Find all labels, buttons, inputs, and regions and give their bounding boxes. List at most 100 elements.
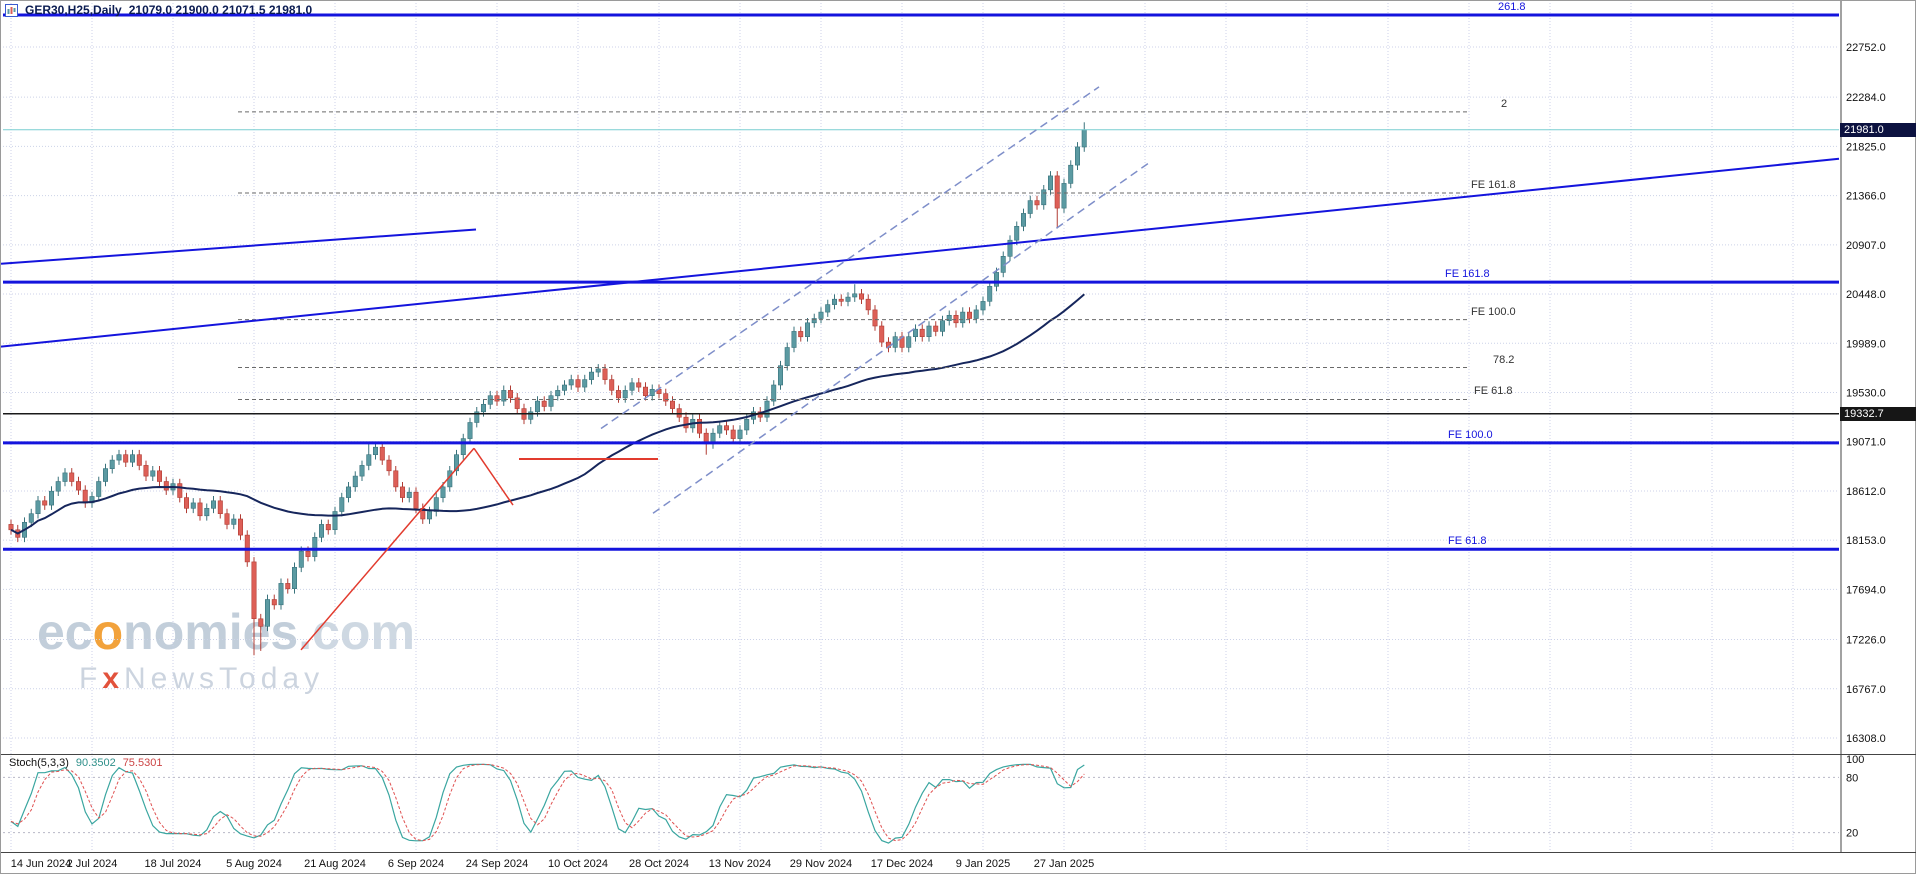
price-axis-label: 16767.0 (1846, 684, 1886, 696)
stoch-axis-label: 20 (1846, 828, 1858, 840)
date-axis-label: 21 Aug 2024 (304, 858, 366, 870)
candle-body (744, 418, 750, 431)
candle-body (609, 379, 615, 391)
stoch-k-line (10, 763, 1085, 844)
candle-body (298, 550, 304, 568)
candle-body (96, 481, 102, 497)
candle-body (933, 325, 939, 332)
symbol-timeframe: GER30,H25,Daily (25, 3, 122, 17)
stoch-axis-label: 80 (1846, 772, 1858, 784)
candle-body (818, 311, 824, 319)
line-price-badge: 19332.7 (1840, 407, 1916, 421)
candle-body (825, 304, 831, 313)
candle-body (622, 390, 628, 399)
watermark-brand-accent: o (92, 604, 124, 660)
candle-body (892, 336, 898, 348)
candle-body (109, 459, 115, 470)
candle-body (629, 382, 635, 391)
candle-body (912, 328, 918, 338)
date-axis-label: 13 Nov 2024 (709, 858, 771, 870)
candle-body (143, 465, 149, 477)
candles-series (8, 122, 1087, 656)
candle-body (204, 507, 210, 517)
candle-body (318, 524, 324, 538)
candle-body (595, 368, 601, 373)
price-axis[interactable]: 22752.0 22284.0 21825.0 21366.0 20907.0 20448… (1846, 42, 1886, 840)
candle-body (238, 518, 244, 536)
candle-body (919, 328, 925, 338)
watermark-brand-pre: ec (37, 604, 93, 660)
moving-average-line (10, 293, 1085, 535)
stoch-d-line (10, 763, 1085, 842)
candle-body (271, 599, 277, 606)
candle-body (636, 382, 642, 388)
price-axis-label: 17694.0 (1846, 584, 1886, 596)
candle-body (190, 502, 196, 509)
candle-body (1014, 226, 1020, 241)
candle-body (217, 500, 223, 514)
candle-body (251, 561, 257, 620)
watermark-tagline-pre: F (79, 662, 103, 695)
candle-body (42, 500, 48, 506)
grid (3, 3, 1839, 851)
candle-body (291, 566, 297, 589)
candle-body (528, 411, 534, 420)
red-trendline-down (473, 447, 514, 506)
watermark-tagline-accent: x (102, 662, 125, 695)
candle-body (76, 481, 82, 491)
candle-body (777, 365, 783, 386)
candle-body (1020, 213, 1026, 227)
chart-title: GER30,H25,Daily 21079.0 21900.0 21071.5 … (5, 3, 312, 17)
stochastic-label: Stoch(5,3,3) 90.3502 75.5301 (9, 757, 169, 769)
price-axis-label: 20907.0 (1846, 240, 1886, 252)
price-axis-label: 16308.0 (1846, 733, 1886, 745)
candle-body (136, 454, 142, 466)
candle-body (602, 368, 608, 380)
candle-body (858, 293, 864, 300)
red-trendline-up (300, 447, 475, 651)
candle-body (264, 599, 270, 627)
candle-body (480, 403, 486, 413)
candle-body (440, 486, 446, 498)
candle-body (683, 416, 689, 429)
candle-body (696, 418, 702, 434)
candle-body (946, 314, 952, 321)
candle-body (973, 309, 979, 319)
candle-body (676, 408, 682, 418)
candle-body (501, 390, 507, 402)
candle-body (278, 583, 284, 606)
price-axis-label: 22752.0 (1846, 42, 1886, 54)
candle-body (386, 459, 392, 472)
candle-body (798, 331, 804, 338)
drawn-objects (1, 13, 1840, 651)
candle-body (771, 384, 777, 402)
channel-upper (600, 86, 1100, 430)
candle-body (852, 293, 858, 298)
candle-body (764, 400, 770, 418)
candle-body (55, 481, 61, 492)
price-axis-label: 19989.0 (1846, 338, 1886, 350)
candle-body (784, 347, 790, 367)
price-axis-label: 19530.0 (1846, 388, 1886, 400)
price-axis-label: 17226.0 (1846, 635, 1886, 647)
candle-body (507, 390, 513, 399)
candle-body (541, 400, 547, 407)
candle-body (399, 486, 405, 498)
candle-body (474, 411, 480, 423)
stoch-axis-label: 100 (1846, 754, 1864, 766)
candle-body (663, 393, 669, 402)
candle-body (224, 513, 230, 525)
candle-body (366, 454, 372, 466)
candle-body (35, 500, 41, 514)
price-axis-label: 22284.0 (1846, 92, 1886, 104)
stoch-name: Stoch(5,3,3) (9, 757, 69, 769)
candle-body (460, 438, 466, 456)
candle-body (1048, 175, 1054, 191)
candle-body (615, 390, 621, 399)
current-price-badge: 21981.0 (1840, 123, 1916, 137)
